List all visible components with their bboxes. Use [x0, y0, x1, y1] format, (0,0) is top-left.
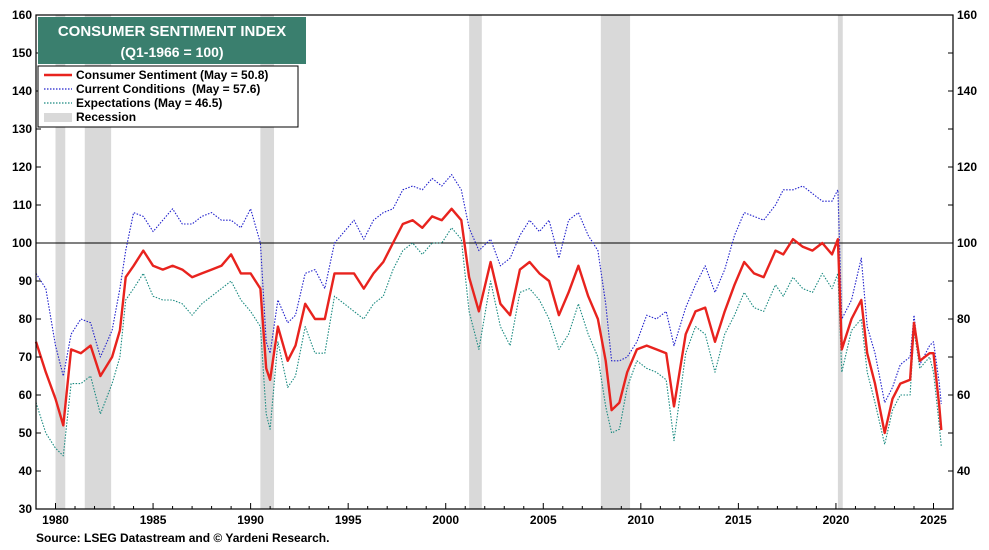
- y-tick-label: 40: [19, 464, 33, 478]
- legend: Consumer Sentiment (May = 50.8) Current …: [37, 65, 299, 128]
- legend-label-expectations: Expectations (May = 46.5): [76, 96, 222, 110]
- y-tick-label-right: 160: [957, 8, 977, 22]
- y-tick-label-right: 40: [957, 464, 971, 478]
- x-tick-label: 1995: [335, 513, 362, 527]
- recession-band: [837, 15, 843, 509]
- x-tick-label: 1980: [42, 513, 69, 527]
- y-tick-label-right: 120: [957, 160, 977, 174]
- series-line-2: [35, 227, 942, 457]
- x-tick-label: 2015: [725, 513, 752, 527]
- recession-band: [469, 15, 482, 509]
- series-line-1: [35, 174, 942, 405]
- x-tick-label: 2025: [920, 513, 947, 527]
- x-tick-label: 2000: [432, 513, 459, 527]
- legend-swatch-recession: [44, 113, 72, 122]
- chart-subtitle: (Q1-1966 = 100): [120, 44, 223, 60]
- x-tick-label: 2010: [627, 513, 654, 527]
- y-tick-label: 130: [12, 122, 32, 136]
- recession-band: [55, 15, 66, 509]
- y-tick-label: 30: [19, 502, 33, 516]
- y-tick-label: 80: [19, 312, 33, 326]
- x-axis: 1980 1985 1990 1995 2000 2005 2010 2015 2020 2025: [35, 503, 954, 527]
- y-tick-label: 60: [19, 388, 33, 402]
- y-tick-label: 160: [12, 8, 32, 22]
- chart-title: CONSUMER SENTIMENT INDEX: [58, 23, 286, 40]
- recession-band: [600, 15, 631, 509]
- legend-label-current: Current Conditions (May = 57.6): [76, 82, 260, 96]
- plot-frame: [35, 14, 954, 510]
- x-tick-label: 1990: [237, 513, 264, 527]
- y-tick-label: 110: [13, 198, 33, 212]
- y-tick-label: 90: [19, 274, 33, 288]
- series-line-0: [34, 207, 943, 435]
- y-axis-left: 30 40 50 60 70 80 90 100 110 120 130 140 150 160: [12, 8, 41, 516]
- y-tick-label-right: 80: [957, 312, 971, 326]
- y-tick-label: 100: [12, 236, 32, 250]
- x-tick-label: 2020: [823, 513, 850, 527]
- y-tick-label: 150: [12, 46, 32, 60]
- source-note: Source: LSEG Datastream and © Yardeni Re…: [36, 531, 330, 545]
- y-tick-label-right: 100: [957, 236, 977, 250]
- y-tick-label: 70: [19, 350, 33, 364]
- legend-label-recession: Recession: [76, 110, 136, 124]
- title-box: CONSUMER SENTIMENT INDEX (Q1-1966 = 100): [38, 17, 306, 64]
- series-layer: [34, 174, 943, 457]
- x-tick-label: 2005: [530, 513, 557, 527]
- x-tick-label: 1985: [140, 513, 167, 527]
- y-tick-label-right: 60: [957, 388, 971, 402]
- y-tick-label: 120: [12, 160, 32, 174]
- y-tick-label: 140: [12, 84, 32, 98]
- y-tick-label-right: 140: [957, 84, 977, 98]
- y-tick-label: 50: [19, 426, 33, 440]
- y-axis-right: 40 60 80 100 120 140 160: [948, 8, 977, 510]
- legend-label-sentiment: Consumer Sentiment (May = 50.8): [76, 68, 268, 82]
